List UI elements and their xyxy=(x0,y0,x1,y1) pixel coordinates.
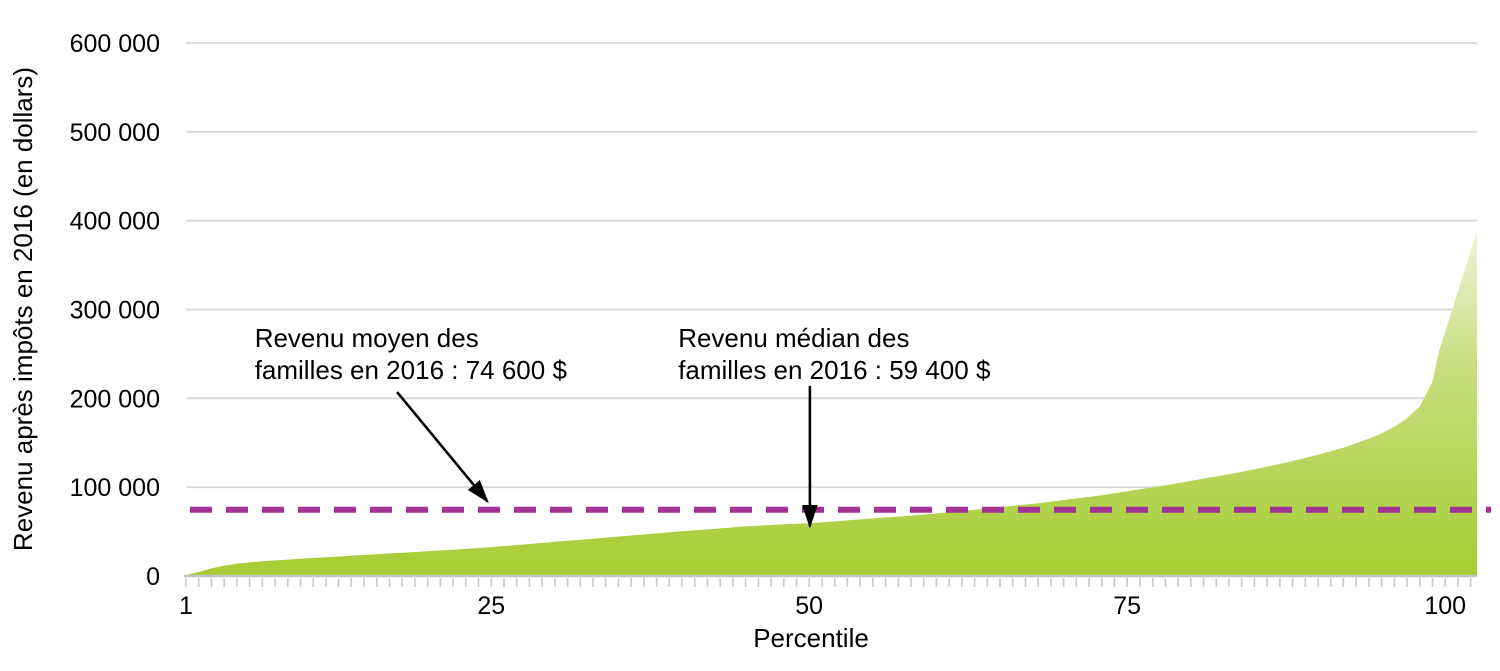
y-tick-label: 100 000 xyxy=(70,474,160,502)
mean-annotation-line1: Revenu moyen des xyxy=(255,323,479,353)
income-area-series xyxy=(186,231,1477,577)
x-axis-tick-labels: 1 25 50 75 100 xyxy=(179,592,1466,620)
x-axis-title: Percentile xyxy=(753,623,869,653)
y-tick-label: 500 000 xyxy=(70,119,160,147)
x-axis-minor-ticks xyxy=(185,578,1472,587)
median-annotation-line2: familles en 2016 : 59 400 $ xyxy=(678,355,991,385)
y-tick-label: 200 000 xyxy=(70,385,160,413)
y-axis-tick-labels: 0 100 000 200 000 300 000 400 000 500 000 600 … xyxy=(70,30,160,591)
x-tick-label: 75 xyxy=(1113,592,1141,620)
y-tick-label: 0 xyxy=(146,563,160,591)
y-axis-title: Revenu après impôts en 2016 (en dollars) xyxy=(8,67,38,551)
y-tick-label: 400 000 xyxy=(70,208,160,236)
x-tick-label: 1 xyxy=(179,592,193,620)
x-tick-label: 100 xyxy=(1424,592,1466,620)
x-tick-label: 50 xyxy=(795,592,823,620)
mean-annotation-arrow xyxy=(396,391,489,504)
median-annotation-line1: Revenu médian des xyxy=(678,323,909,353)
y-tick-label: 600 000 xyxy=(70,30,160,58)
x-tick-label: 25 xyxy=(477,592,505,620)
horizontal-gridlines xyxy=(186,42,1477,489)
y-tick-label: 300 000 xyxy=(70,297,160,325)
mean-annotation-line2: familles en 2016 : 74 600 $ xyxy=(255,355,568,385)
